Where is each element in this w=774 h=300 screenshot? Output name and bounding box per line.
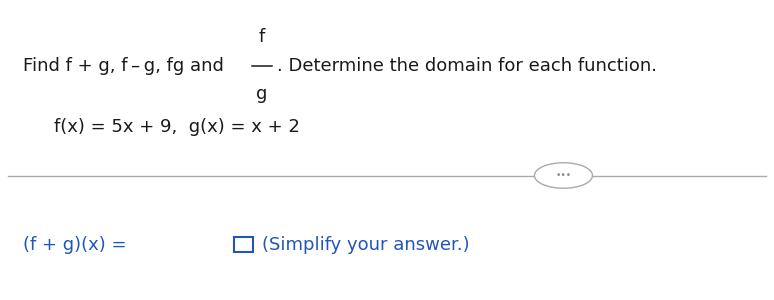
FancyBboxPatch shape (234, 237, 253, 252)
Text: Find f + g, f – g, fg and: Find f + g, f – g, fg and (23, 57, 230, 75)
Text: f: f (259, 28, 265, 46)
Ellipse shape (534, 163, 593, 188)
Text: f(x) = 5x + 9,  g(x) = x + 2: f(x) = 5x + 9, g(x) = x + 2 (54, 118, 300, 136)
Text: (Simplify your answer.): (Simplify your answer.) (262, 236, 470, 253)
Text: •••: ••• (556, 171, 571, 180)
Text: . Determine the domain for each function.: . Determine the domain for each function… (277, 57, 657, 75)
Text: (f + g)(x) =: (f + g)(x) = (23, 236, 132, 253)
Text: g: g (256, 85, 267, 103)
